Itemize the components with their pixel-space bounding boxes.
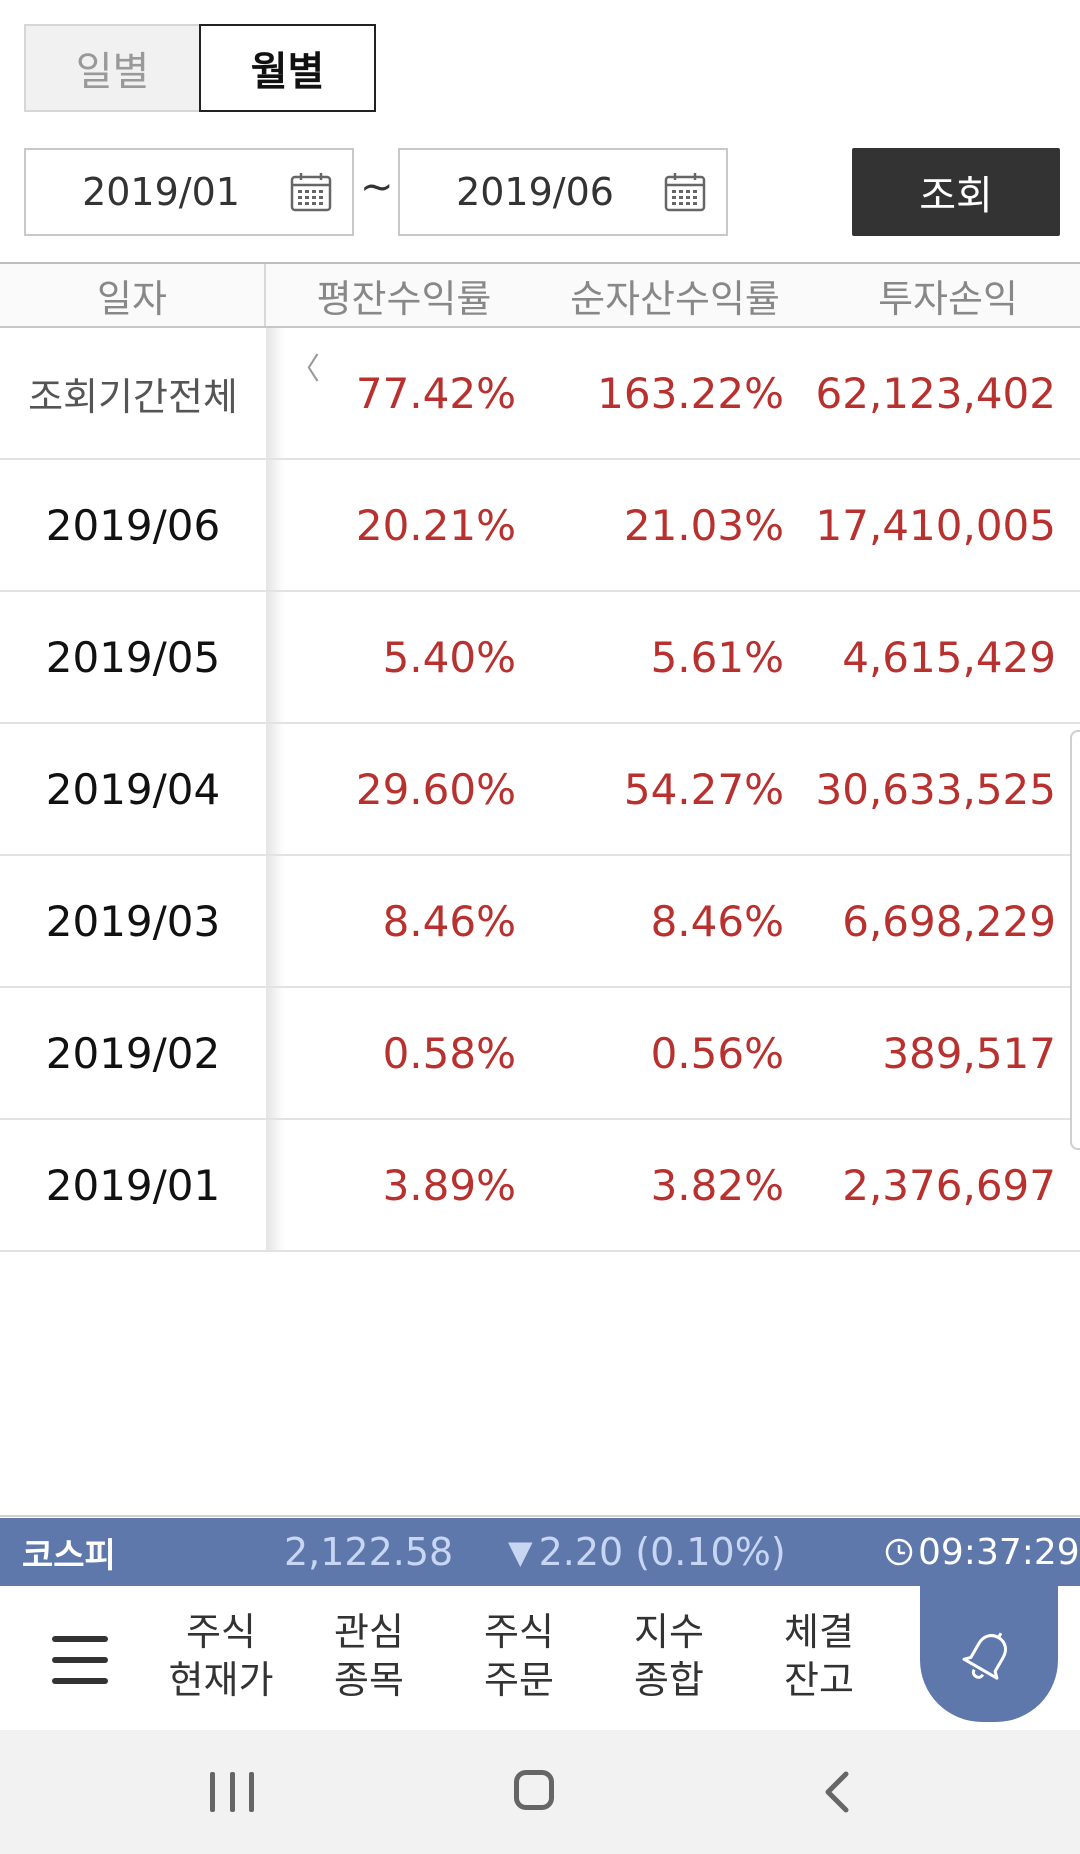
index-value: 2,122.58 xyxy=(284,1530,454,1574)
content-divider xyxy=(0,1515,1080,1517)
ticker-time: 09:37:29 xyxy=(884,1518,1080,1586)
end-date-value: 2019/06 xyxy=(456,170,614,214)
row-date: 2019/06 xyxy=(45,500,221,550)
avg-return-value: 8.46% xyxy=(382,896,516,946)
calendar-icon[interactable] xyxy=(290,172,332,212)
table-row-total[interactable]: 조회기간전체 〈 77.42% 163.22% 62,123,402 xyxy=(0,328,1080,460)
recent-apps-icon[interactable] xyxy=(210,1772,254,1812)
profit-value: 389,517 xyxy=(882,1028,1056,1078)
net-asset-return-value: 163.22% xyxy=(597,368,784,418)
row-date: 2019/03 xyxy=(45,896,221,946)
table-header: 일자 평잔수익률 순자산수익률 투자손익 xyxy=(0,262,1080,328)
index-change-value: 2.20 (0.10%) xyxy=(538,1530,786,1574)
scroll-left-indicator: 〈 xyxy=(290,352,320,387)
bell-icon xyxy=(962,1632,1007,1680)
avg-return-value: 20.21% xyxy=(355,500,516,550)
net-asset-return-value: 8.46% xyxy=(650,896,784,946)
menu-item-balance[interactable]: 체결 잔고 xyxy=(784,1610,854,1702)
start-date-field[interactable]: 2019/01 xyxy=(24,148,354,236)
back-icon[interactable] xyxy=(818,1768,858,1816)
header-profit: 투자손익 xyxy=(878,276,1018,321)
down-arrow-icon: ▼ xyxy=(508,1533,533,1571)
bottom-menu-bar: 주식 현재가 관심 종목 주식 주문 지수 종합 체결 잔고 xyxy=(0,1586,1080,1730)
net-asset-return-value: 21.03% xyxy=(623,500,784,550)
system-nav-bar xyxy=(0,1730,1080,1854)
period-toggle: 일별 월별 xyxy=(24,24,376,112)
table-row[interactable]: 2019/04 29.60% 54.27% 30,633,525 xyxy=(0,724,1080,856)
index-name: 코스피 xyxy=(22,1535,116,1576)
menu-item-watchlist[interactable]: 관심 종목 xyxy=(334,1610,404,1702)
calendar-icon[interactable] xyxy=(664,172,706,212)
avg-return-value: 77.42% xyxy=(355,368,516,418)
returns-table: 일자 평잔수익률 순자산수익률 투자손익 조회기간전체 〈 77.42% 163… xyxy=(0,262,1080,1252)
header-net-asset-return: 순자산수익률 xyxy=(570,276,780,321)
daily-tab[interactable]: 일별 xyxy=(24,24,199,112)
row-date: 조회기간전체 xyxy=(28,374,238,419)
avg-return-value: 3.89% xyxy=(382,1160,516,1210)
table-row[interactable]: 2019/03 8.46% 8.46% 6,698,229 xyxy=(0,856,1080,988)
profit-value: 17,410,005 xyxy=(815,500,1056,550)
header-avg-return: 평잔수익률 xyxy=(316,276,492,321)
avg-return-value: 29.60% xyxy=(355,764,516,814)
profit-value: 2,376,697 xyxy=(842,1160,1056,1210)
net-asset-return-value: 0.56% xyxy=(650,1028,784,1078)
net-asset-return-value: 3.82% xyxy=(650,1160,784,1210)
profit-value: 30,633,525 xyxy=(815,764,1056,814)
net-asset-return-value: 54.27% xyxy=(623,764,784,814)
menu-item-stock-price[interactable]: 주식 현재가 xyxy=(168,1610,274,1702)
row-date: 2019/05 xyxy=(45,632,221,682)
menu-item-stock-order[interactable]: 주식 주문 xyxy=(484,1610,554,1702)
profit-value: 4,615,429 xyxy=(842,632,1056,682)
table-row[interactable]: 2019/06 20.21% 21.03% 17,410,005 xyxy=(0,460,1080,592)
row-date: 2019/04 xyxy=(45,764,221,814)
profit-value: 6,698,229 xyxy=(842,896,1056,946)
clock-icon xyxy=(885,1538,913,1566)
table-row[interactable]: 2019/01 3.89% 3.82% 2,376,697 xyxy=(0,1120,1080,1252)
row-date: 2019/01 xyxy=(45,1160,221,1210)
row-date: 2019/02 xyxy=(45,1028,221,1078)
query-button[interactable]: 조회 xyxy=(852,148,1060,236)
date-range-separator: ~ xyxy=(360,164,394,210)
net-asset-return-value: 5.61% xyxy=(650,632,784,682)
vertical-scrollbar[interactable] xyxy=(1070,730,1080,1150)
end-date-field[interactable]: 2019/06 xyxy=(398,148,728,236)
index-ticker[interactable]: 코스피 2,122.58 ▼ 2.20 (0.10%) 09:37:29 xyxy=(0,1518,1080,1586)
header-date: 일자 xyxy=(0,264,266,326)
alert-button[interactable] xyxy=(920,1586,1058,1722)
start-date-value: 2019/01 xyxy=(82,170,240,214)
ticker-time-value: 09:37:29 xyxy=(918,1531,1080,1573)
table-row[interactable]: 2019/02 0.58% 0.56% 389,517 xyxy=(0,988,1080,1120)
table-row[interactable]: 2019/05 5.40% 5.61% 4,615,429 xyxy=(0,592,1080,724)
home-icon[interactable] xyxy=(514,1770,554,1810)
avg-return-value: 0.58% xyxy=(382,1028,516,1078)
profit-value: 62,123,402 xyxy=(815,368,1056,418)
monthly-tab[interactable]: 월별 xyxy=(199,24,376,112)
index-change: ▼ 2.20 (0.10%) xyxy=(508,1518,786,1586)
hamburger-icon[interactable] xyxy=(52,1636,108,1684)
menu-item-index-summary[interactable]: 지수 종합 xyxy=(634,1610,704,1702)
avg-return-value: 5.40% xyxy=(382,632,516,682)
